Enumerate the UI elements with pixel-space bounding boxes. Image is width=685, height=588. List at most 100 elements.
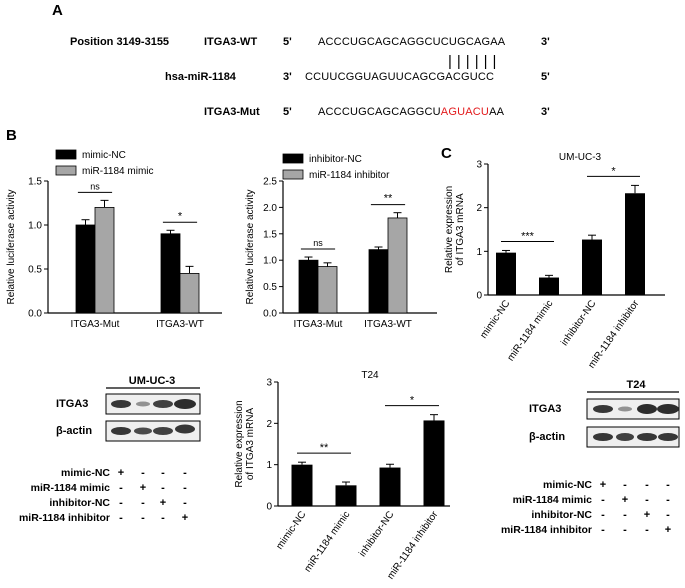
bar <box>582 239 602 295</box>
x-tick-label: miR-1184 mimic <box>505 298 555 363</box>
mut-seq-red: AGUACU <box>441 106 489 118</box>
blot-sign: + <box>182 512 188 524</box>
bar <box>291 464 313 506</box>
blot-sign: - <box>623 524 627 536</box>
blot-band <box>657 404 679 414</box>
x-tick-label: mimic-NC <box>478 298 512 340</box>
legend-label: inhibitor-NC <box>309 154 362 165</box>
blot-sign: + <box>118 467 124 479</box>
blot-condition-label: mimic-NC <box>61 467 110 479</box>
blot-sign: - <box>183 482 187 494</box>
y-axis-label: Relative luciferase activity <box>6 189 17 304</box>
blot-sign: - <box>601 494 605 506</box>
blot-band <box>136 401 150 407</box>
bar <box>539 277 559 295</box>
mir-prime-5: 5' <box>541 71 550 83</box>
y-tick-label: 2.0 <box>263 203 277 214</box>
blot-sign: - <box>161 467 165 479</box>
significance-mark: * <box>178 210 183 222</box>
bar <box>423 420 445 506</box>
y-tick-label: 0 <box>266 502 272 513</box>
blot-sign: - <box>666 509 670 521</box>
bar <box>160 233 181 314</box>
blot-sign: - <box>601 524 605 536</box>
x-tick-label: miR-1184 mimic <box>302 509 352 574</box>
blot-sign: - <box>666 494 670 506</box>
panel-a-letter: A <box>52 2 63 19</box>
bar <box>298 259 319 314</box>
blot-row-label: ITGA3 <box>529 403 561 415</box>
blot-sign: + <box>665 524 671 536</box>
mut-seq-black: ACCCUGCAGCAGGCU <box>318 106 441 118</box>
y-axis-label-line: of ITGA3 mRNA <box>245 408 256 481</box>
bar <box>75 224 96 314</box>
panel-c-letter: C <box>441 145 452 162</box>
y-tick-label: 1.5 <box>263 229 277 240</box>
significance-mark: ns <box>313 238 323 248</box>
significance-mark: ns <box>90 181 100 191</box>
y-axis-label-line: of ITGA3 mRNA <box>455 193 466 266</box>
legend-swatch <box>282 169 304 180</box>
y-tick-label: 1.0 <box>263 256 277 267</box>
mir-name: hsa-miR-1184 <box>165 71 237 83</box>
blot-sign: - <box>645 479 649 491</box>
blot-sign: + <box>622 494 628 506</box>
wt-sequence: ACCCUGCAGCAGGCUCUGCAGAA <box>318 36 506 48</box>
y-tick-label: 3 <box>476 160 482 171</box>
legend-swatch <box>282 153 304 164</box>
significance-mark: ** <box>384 193 393 205</box>
blot-sign: - <box>623 509 627 521</box>
y-tick-label: 2 <box>266 419 272 430</box>
significance-mark: ** <box>320 442 329 454</box>
legend-label: miR-1184 mimic <box>82 166 154 177</box>
y-tick-label: 0 <box>476 291 482 302</box>
y-tick-label: 1.5 <box>28 177 42 188</box>
y-tick-label: 0.0 <box>263 309 277 320</box>
blot-sign: - <box>119 497 123 509</box>
blot-condition-label: inhibitor-NC <box>49 497 110 509</box>
blot-sign: + <box>644 509 650 521</box>
x-tick-label: ITGA3-Mut <box>294 319 343 330</box>
bar <box>379 467 401 506</box>
mut-prime-3: 3' <box>541 106 550 118</box>
blot-band <box>153 400 173 408</box>
significance-mark: *** <box>521 230 535 242</box>
mut-seq-tail: AA <box>489 106 505 118</box>
x-tick-label: ITGA3-WT <box>364 319 412 330</box>
blot-row-label: β-actin <box>56 425 92 437</box>
x-tick-label: inhibitor-NC <box>559 298 598 348</box>
blot-condition-label: miR-1184 mimic <box>513 494 593 506</box>
blot-sign: - <box>601 509 605 521</box>
mut-sequence: ACCCUGCAGCAGGCUAGUACUAA <box>318 106 505 118</box>
blot-sign: - <box>141 512 145 524</box>
x-tick-label: miR-1184 inhibitor <box>385 509 441 582</box>
bar <box>317 266 338 314</box>
blot-band <box>593 433 613 441</box>
chart-title: T24 <box>361 370 379 381</box>
y-tick-label: 0.5 <box>263 282 277 293</box>
bar <box>387 217 408 314</box>
blot-condition-label: mimic-NC <box>543 479 592 491</box>
y-tick-label: 1 <box>266 460 272 471</box>
wt-prime-5: 5' <box>283 36 292 48</box>
blot-band <box>175 424 195 434</box>
blot-sign: - <box>666 479 670 491</box>
mut-prime-5: 5' <box>283 106 292 118</box>
blot-band <box>593 405 613 413</box>
bar <box>496 252 516 295</box>
bar <box>368 249 389 314</box>
y-tick-label: 0.0 <box>28 309 42 320</box>
panel-b-letter: B <box>6 127 17 144</box>
y-axis-label-line: Relative expression <box>234 400 245 487</box>
blot-condition-label: miR-1184 inhibitor <box>501 524 592 536</box>
significance-mark: * <box>611 165 616 177</box>
wt-name: ITGA3-WT <box>204 36 257 48</box>
mut-name: ITGA3-Mut <box>204 106 260 118</box>
mir-prime-3: 3' <box>283 71 292 83</box>
blot-sign: - <box>183 467 187 479</box>
chart-title: UM-UC-3 <box>559 152 602 163</box>
y-tick-label: 2.5 <box>263 177 277 188</box>
bar <box>179 272 200 314</box>
blot-band <box>134 427 152 435</box>
